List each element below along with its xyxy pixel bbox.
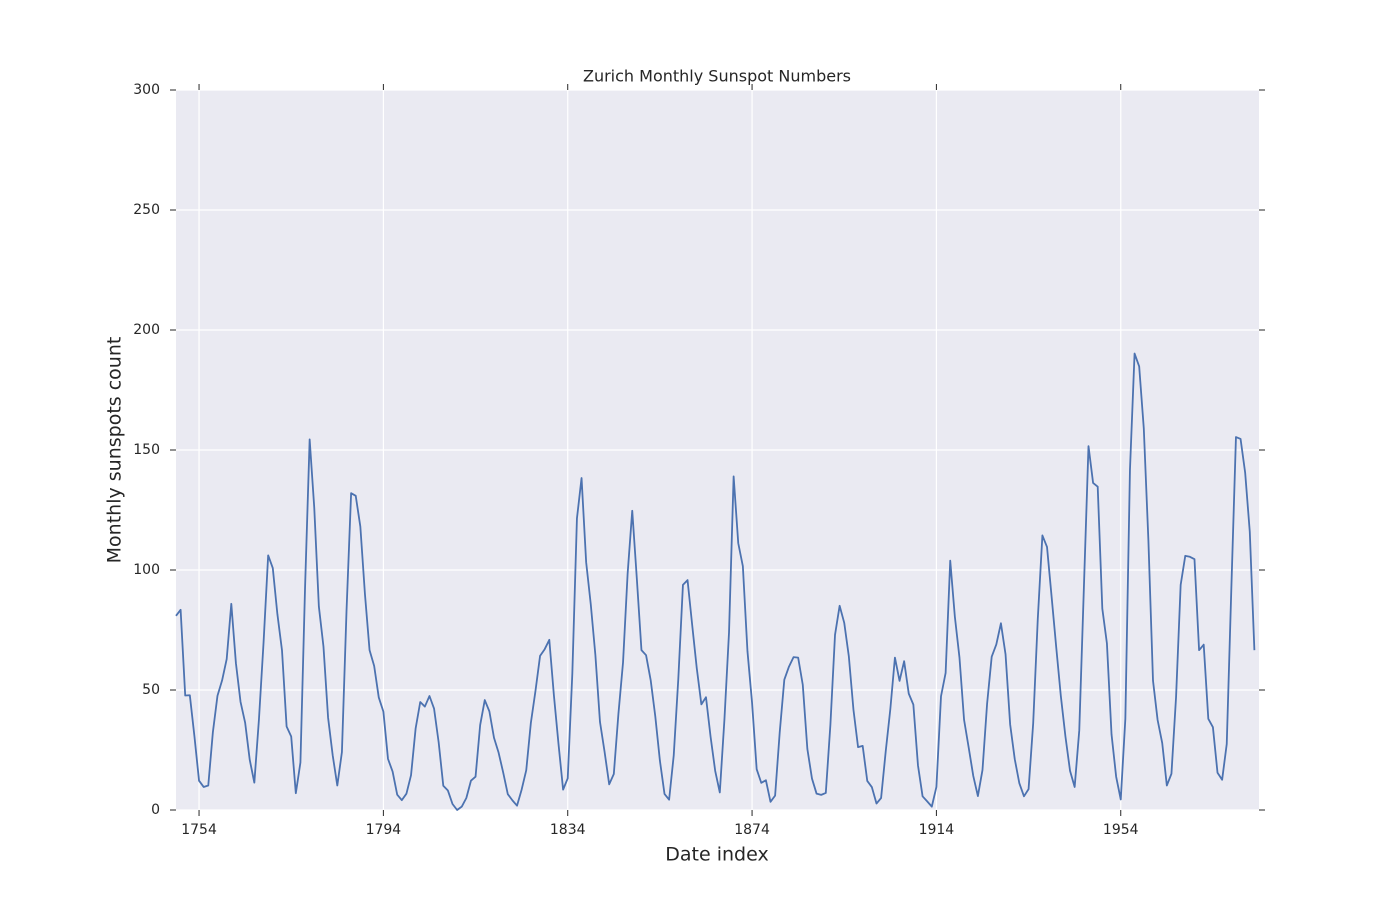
x-tick-label: 1754 [181, 822, 217, 838]
x-axis-label: Date index [665, 844, 768, 866]
y-tick-label: 250 [133, 202, 160, 218]
y-tick-label: 50 [142, 682, 160, 698]
chart-title: Zurich Monthly Sunspot Numbers [583, 67, 851, 86]
data-line [175, 352, 1256, 811]
y-tick-label: 200 [133, 322, 160, 338]
x-tick-label: 1914 [919, 822, 955, 838]
y-axis-label: Monthly sunspots count [104, 337, 126, 564]
y-tick-label: 150 [133, 442, 160, 458]
x-tick-label: 1874 [734, 822, 770, 838]
x-tick-label: 1794 [366, 822, 402, 838]
y-tick-label: 300 [133, 82, 160, 98]
x-tick-label: 1834 [550, 822, 586, 838]
y-tick-label: 100 [133, 562, 160, 578]
y-tick-label: 0 [151, 802, 160, 818]
x-tick-label: 1954 [1103, 822, 1139, 838]
